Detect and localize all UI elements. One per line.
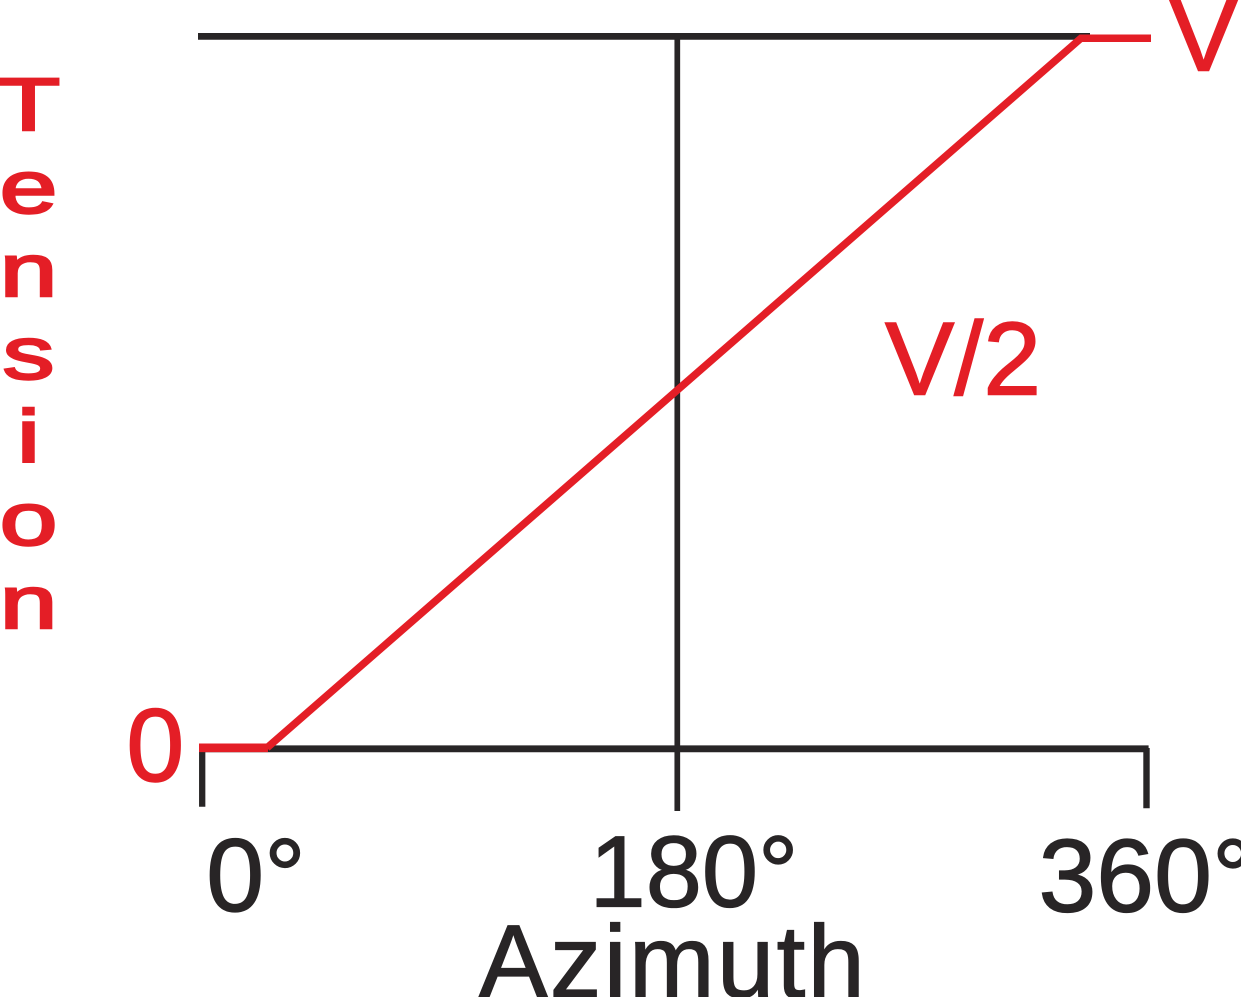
- svg-text:s: s: [3, 313, 55, 395]
- svg-text:V/2: V/2: [885, 302, 1041, 418]
- svg-text:o: o: [0, 479, 57, 561]
- svg-text:T: T: [0, 64, 60, 146]
- svg-text:i: i: [17, 396, 40, 478]
- svg-text:360°: 360°: [1038, 819, 1241, 935]
- svg-text:0: 0: [126, 688, 184, 804]
- svg-text:n: n: [0, 230, 57, 312]
- svg-text:V: V: [1169, 0, 1238, 94]
- svg-text:n: n: [0, 562, 57, 644]
- svg-text:Azimuth: Azimuth: [479, 904, 867, 997]
- svg-text:180°: 180°: [590, 817, 799, 929]
- svg-text:0°: 0°: [206, 818, 305, 934]
- svg-text:e: e: [0, 147, 57, 229]
